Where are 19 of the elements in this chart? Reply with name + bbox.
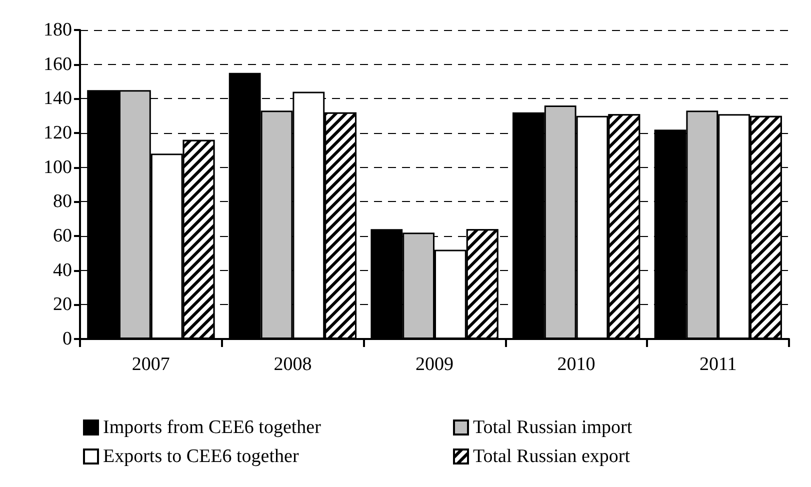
y-tick-label: 100 bbox=[44, 156, 72, 178]
y-tick-label: 0 bbox=[62, 328, 72, 350]
y-tick-label: 80 bbox=[53, 191, 72, 212]
legend-label: Total Russian export bbox=[473, 446, 631, 467]
y-tick-label: 120 bbox=[44, 122, 72, 144]
y-tick-label: 140 bbox=[44, 88, 72, 110]
y-tick-label: 40 bbox=[53, 260, 72, 281]
legend-label: Total Russian import bbox=[473, 417, 633, 438]
y-tick-label: 20 bbox=[53, 294, 72, 316]
x-tick-label: 2007 bbox=[132, 354, 170, 375]
legend-label: Imports from CEE6 together bbox=[103, 417, 322, 438]
x-tick-label: 2010 bbox=[557, 354, 596, 375]
y-tick-label: 60 bbox=[53, 226, 72, 246]
x-tick-label: 2009 bbox=[416, 354, 454, 375]
y-tick-label: 180 bbox=[44, 20, 72, 40]
legend-label: Exports to CEE6 together bbox=[103, 446, 300, 467]
x-tick-label: 2011 bbox=[699, 354, 737, 375]
x-tick-label: 2008 bbox=[274, 354, 312, 375]
y-tick-label: 160 bbox=[44, 54, 72, 75]
